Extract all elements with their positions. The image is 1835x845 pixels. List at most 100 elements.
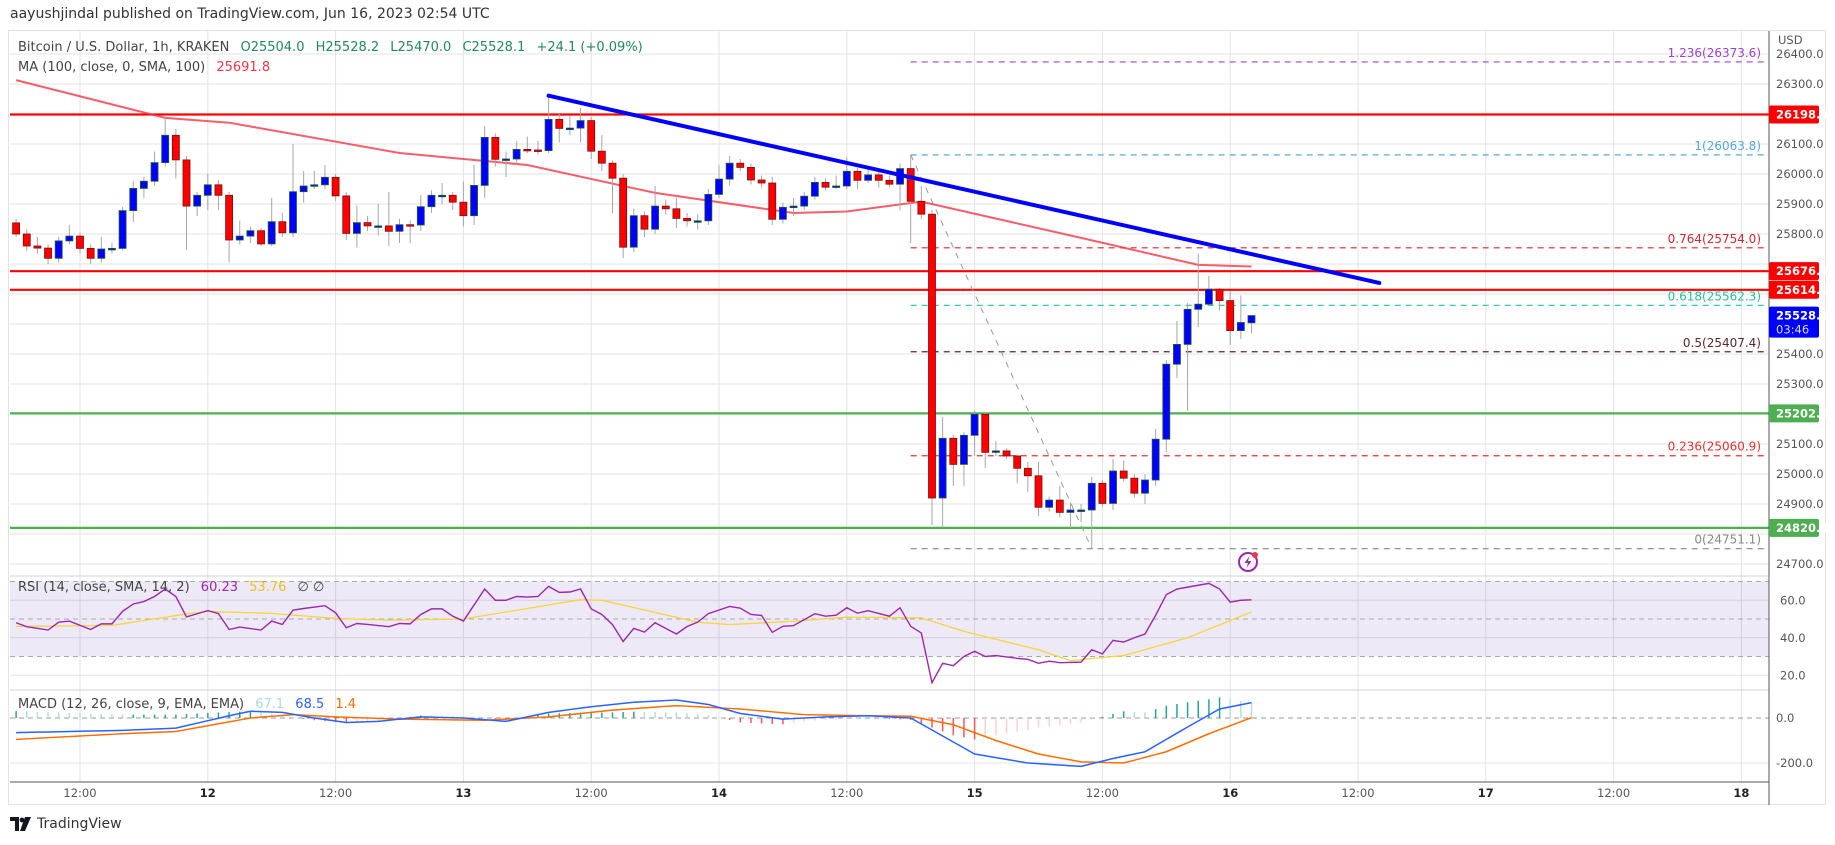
candle-up	[427, 194, 436, 208]
tradingview-logo[interactable]: TradingView	[10, 816, 122, 832]
low-value: L25470.0	[390, 40, 452, 55]
candle-down	[278, 221, 287, 234]
candle-down	[1034, 475, 1043, 508]
macd-tick-label: -200.0	[1776, 756, 1813, 770]
price-level-tag	[1769, 280, 1819, 299]
candle-down	[33, 245, 42, 249]
time-tick-label: 14	[711, 786, 727, 800]
candle-down	[384, 225, 393, 232]
price-level-tag	[1769, 262, 1819, 281]
candle-up	[1087, 482, 1096, 511]
candle-down	[448, 194, 457, 203]
candle-up	[1173, 343, 1181, 365]
rsi-label: RSI (14, close, SMA, 14, 2)	[18, 580, 190, 595]
candle-down	[853, 170, 862, 181]
fib-level-label: 1(26063.8)	[1694, 139, 1761, 153]
candle-up	[1141, 479, 1149, 494]
candle-up	[1066, 509, 1075, 513]
candle-down	[874, 174, 883, 181]
candle-down	[523, 148, 532, 152]
candle-down	[1130, 477, 1139, 494]
candle-down	[661, 205, 670, 210]
candle-down	[406, 224, 415, 227]
currency-label: USD	[1778, 33, 1803, 47]
rsi-value: 60.23	[200, 580, 239, 595]
ma-legend[interactable]: MA (100, close, 0, SMA, 100) 25691.8	[18, 60, 277, 75]
rsi-tick-label: 20.0	[1780, 668, 1806, 682]
candle-down	[171, 134, 180, 161]
rsi-tick-label: 40.0	[1780, 631, 1806, 645]
candle-down	[1098, 482, 1107, 504]
candle-up	[203, 184, 212, 196]
fib-trend-line	[910, 154, 1093, 549]
candle-down	[555, 119, 564, 129]
candle-down	[331, 176, 340, 197]
candle-down	[86, 247, 95, 259]
fibonacci-retracement: 1.236(26373.6) 1(26063.8) 0.764(25754.0) 0.…	[910, 46, 1769, 550]
price-tick-label: 26400.0	[1776, 47, 1824, 61]
candle-up	[800, 195, 809, 207]
candle-up	[1236, 322, 1245, 331]
price-tick-label: 26000.0	[1776, 167, 1824, 181]
indicator-panes	[10, 575, 1769, 719]
candle-up	[470, 184, 478, 217]
published-note: aayushjindal published on TradingView.co…	[10, 6, 490, 22]
price-tick-label: 26100.0	[1776, 137, 1824, 151]
time-tick-label: 18	[1733, 786, 1749, 800]
candle-down	[672, 208, 681, 219]
candle-down	[981, 413, 990, 453]
lightning-icon[interactable]	[1238, 552, 1258, 572]
time-tick-label: 12:00	[63, 786, 96, 800]
candle-down	[917, 200, 926, 215]
candle-down	[182, 159, 191, 207]
candle-up	[693, 220, 702, 223]
candle-down	[1002, 450, 1011, 457]
price-level-tag-label: 26198.4	[1776, 107, 1828, 121]
time-tick-label: 13	[455, 786, 471, 800]
candle-up	[480, 136, 489, 186]
price-tick-label: 26300.0	[1776, 77, 1824, 91]
fib-level-label: 0(24751.1)	[1694, 533, 1761, 547]
candle-down	[587, 120, 596, 152]
candle-down	[757, 179, 766, 184]
time-tick-label: 12:00	[1341, 786, 1374, 800]
price-level-tag-label: 25202.0	[1776, 406, 1828, 420]
macd-signal-line	[16, 704, 1252, 764]
rsi-tick-label: 60.0	[1780, 593, 1806, 607]
fib-level-label: 0.764(25754.0)	[1668, 232, 1761, 246]
candle-up	[864, 174, 872, 181]
time-tick-label: 12:00	[319, 786, 352, 800]
candle-down	[214, 184, 223, 196]
price-tick-label: 25100.0	[1776, 437, 1824, 451]
last-price-label: 25528.1	[1776, 309, 1828, 323]
candle-up	[576, 120, 585, 129]
candle-up	[139, 180, 148, 189]
candle-up	[289, 191, 297, 234]
candle-down	[257, 230, 265, 245]
candle-up	[118, 210, 127, 249]
ma-value: 25691.8	[216, 60, 271, 75]
candle-down	[683, 217, 691, 222]
candle-up	[193, 194, 202, 207]
macd-line	[16, 699, 1252, 768]
candle-up	[1077, 509, 1085, 512]
time-tick-label: 15	[967, 786, 983, 800]
candle-up	[629, 215, 638, 248]
macd-legend[interactable]: MACD (12, 26, close, 9, EMA, EMA) 67.1 6…	[18, 697, 363, 712]
candle-down	[608, 162, 617, 179]
rsi-legend[interactable]: RSI (14, close, SMA, 14, 2) 60.23 53.76 …	[18, 580, 331, 595]
fib-level-label: 0.5(25407.4)	[1683, 336, 1761, 350]
candle-up	[299, 185, 308, 193]
candle-up	[1247, 315, 1256, 324]
rsi-extra: ∅ ∅	[297, 580, 325, 595]
time-tick-label: 12:00	[1597, 786, 1630, 800]
candle-up	[235, 235, 244, 241]
price-tick-label: 25800.0	[1776, 227, 1824, 241]
candle-up	[544, 119, 553, 152]
candle-down	[22, 233, 31, 247]
candle-down	[225, 194, 234, 241]
price-level-tag-label: 24820.4	[1776, 521, 1828, 535]
candle-down	[928, 213, 936, 499]
ma100-line	[15, 79, 1252, 268]
